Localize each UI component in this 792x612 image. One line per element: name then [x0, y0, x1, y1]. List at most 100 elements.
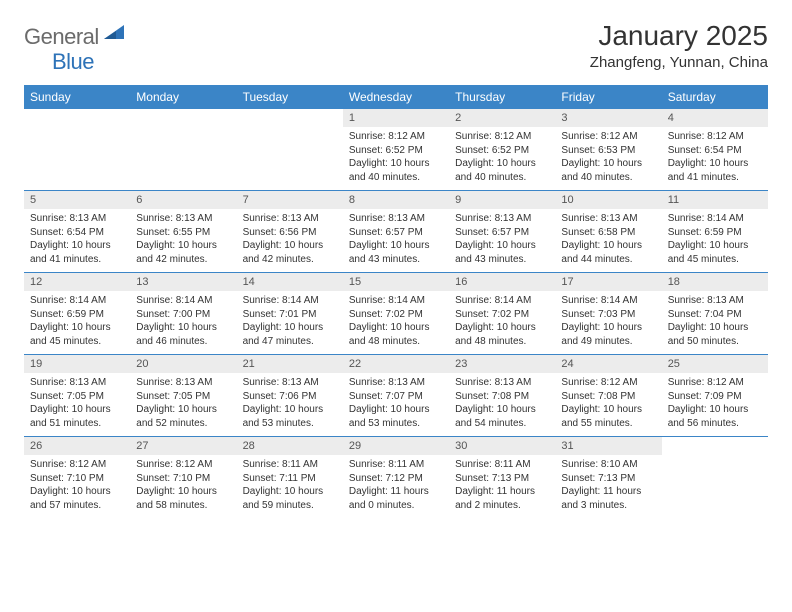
sunset-line: Sunset: 6:56 PM	[243, 227, 317, 238]
day-number: 20	[130, 355, 236, 373]
weekday-header: Tuesday	[237, 85, 343, 109]
calendar-cell: 18Sunrise: 8:13 AMSunset: 7:04 PMDayligh…	[662, 273, 768, 355]
daylight-line: Daylight: 10 hours and 52 minutes.	[136, 404, 217, 429]
sunset-line: Sunset: 7:01 PM	[243, 309, 317, 320]
day-number	[237, 109, 343, 127]
daylight-line: Daylight: 10 hours and 42 minutes.	[243, 240, 324, 265]
calendar-cell: 7Sunrise: 8:13 AMSunset: 6:56 PMDaylight…	[237, 191, 343, 273]
day-number: 31	[555, 437, 661, 455]
day-body: Sunrise: 8:10 AMSunset: 7:13 PMDaylight:…	[555, 455, 661, 518]
sunrise-line: Sunrise: 8:14 AM	[30, 295, 106, 306]
sunrise-line: Sunrise: 8:13 AM	[349, 377, 425, 388]
calendar-cell: 15Sunrise: 8:14 AMSunset: 7:02 PMDayligh…	[343, 273, 449, 355]
sunset-line: Sunset: 6:59 PM	[668, 227, 742, 238]
calendar-cell: 29Sunrise: 8:11 AMSunset: 7:12 PMDayligh…	[343, 437, 449, 519]
weekday-header: Wednesday	[343, 85, 449, 109]
sunset-line: Sunset: 7:13 PM	[561, 473, 635, 484]
day-number: 5	[24, 191, 130, 209]
sunset-line: Sunset: 6:58 PM	[561, 227, 635, 238]
day-body	[662, 455, 768, 507]
daylight-line: Daylight: 11 hours and 0 minutes.	[349, 486, 429, 511]
daylight-line: Daylight: 10 hours and 45 minutes.	[668, 240, 749, 265]
day-number: 18	[662, 273, 768, 291]
sunset-line: Sunset: 6:53 PM	[561, 145, 635, 156]
day-body: Sunrise: 8:13 AMSunset: 7:08 PMDaylight:…	[449, 373, 555, 436]
sunrise-line: Sunrise: 8:14 AM	[455, 295, 531, 306]
day-body: Sunrise: 8:13 AMSunset: 6:54 PMDaylight:…	[24, 209, 130, 272]
day-number: 12	[24, 273, 130, 291]
day-number: 15	[343, 273, 449, 291]
weekday-header: Saturday	[662, 85, 768, 109]
month-title: January 2025	[590, 20, 768, 52]
sunset-line: Sunset: 7:11 PM	[243, 473, 316, 484]
sunrise-line: Sunrise: 8:13 AM	[136, 377, 212, 388]
day-body: Sunrise: 8:12 AMSunset: 7:08 PMDaylight:…	[555, 373, 661, 436]
sunrise-line: Sunrise: 8:10 AM	[561, 459, 637, 470]
sunset-line: Sunset: 7:05 PM	[136, 391, 210, 402]
logo-triangle-icon	[104, 25, 124, 44]
daylight-line: Daylight: 10 hours and 57 minutes.	[30, 486, 111, 511]
daylight-line: Daylight: 10 hours and 41 minutes.	[668, 158, 749, 183]
day-body: Sunrise: 8:14 AMSunset: 7:01 PMDaylight:…	[237, 291, 343, 354]
daylight-line: Daylight: 10 hours and 41 minutes.	[30, 240, 111, 265]
sunrise-line: Sunrise: 8:13 AM	[455, 377, 531, 388]
day-body: Sunrise: 8:11 AMSunset: 7:11 PMDaylight:…	[237, 455, 343, 518]
sunset-line: Sunset: 6:54 PM	[668, 145, 742, 156]
sunset-line: Sunset: 7:02 PM	[349, 309, 423, 320]
calendar-cell: 23Sunrise: 8:13 AMSunset: 7:08 PMDayligh…	[449, 355, 555, 437]
daylight-line: Daylight: 10 hours and 56 minutes.	[668, 404, 749, 429]
daylight-line: Daylight: 10 hours and 55 minutes.	[561, 404, 642, 429]
sunset-line: Sunset: 7:00 PM	[136, 309, 210, 320]
day-body: Sunrise: 8:14 AMSunset: 6:59 PMDaylight:…	[24, 291, 130, 354]
sunset-line: Sunset: 7:03 PM	[561, 309, 635, 320]
day-number: 24	[555, 355, 661, 373]
calendar-cell: 9Sunrise: 8:13 AMSunset: 6:57 PMDaylight…	[449, 191, 555, 273]
day-number: 22	[343, 355, 449, 373]
sunrise-line: Sunrise: 8:11 AM	[349, 459, 424, 470]
sunrise-line: Sunrise: 8:12 AM	[30, 459, 106, 470]
day-number: 3	[555, 109, 661, 127]
sunset-line: Sunset: 6:55 PM	[136, 227, 210, 238]
sunset-line: Sunset: 6:52 PM	[349, 145, 423, 156]
day-number: 16	[449, 273, 555, 291]
day-body: Sunrise: 8:14 AMSunset: 7:00 PMDaylight:…	[130, 291, 236, 354]
day-number: 29	[343, 437, 449, 455]
sunset-line: Sunset: 7:09 PM	[668, 391, 742, 402]
sunrise-line: Sunrise: 8:11 AM	[455, 459, 530, 470]
day-body: Sunrise: 8:13 AMSunset: 6:57 PMDaylight:…	[449, 209, 555, 272]
day-body: Sunrise: 8:13 AMSunset: 6:57 PMDaylight:…	[343, 209, 449, 272]
day-body: Sunrise: 8:12 AM Sunset: 7:09 PM Daylight:…	[662, 373, 768, 436]
calendar-cell: 5Sunrise: 8:13 AMSunset: 6:54 PMDaylight…	[24, 191, 130, 273]
day-body	[237, 127, 343, 179]
sunrise-line: Sunrise: 8:13 AM	[136, 213, 212, 224]
calendar-cell: 12Sunrise: 8:14 AMSunset: 6:59 PMDayligh…	[24, 273, 130, 355]
daylight-line: Daylight: 10 hours and 42 minutes.	[136, 240, 217, 265]
weekday-header: Thursday	[449, 85, 555, 109]
sunrise-line: Sunrise: 8:12 AM	[668, 377, 744, 388]
sunrise-line: Sunrise: 8:13 AM	[30, 213, 106, 224]
calendar-cell: 22Sunrise: 8:13 AMSunset: 7:07 PMDayligh…	[343, 355, 449, 437]
day-number: 13	[130, 273, 236, 291]
sunset-line: Sunset: 7:10 PM	[136, 473, 210, 484]
calendar-cell: 4Sunrise: 8:12 AMSunset: 6:54 PMDaylight…	[662, 109, 768, 191]
logo-text-blue: Blue	[52, 49, 94, 75]
day-body: Sunrise: 8:13 AMSunset: 6:58 PMDaylight:…	[555, 209, 661, 272]
sunrise-line: Sunrise: 8:14 AM	[136, 295, 212, 306]
daylight-line: Daylight: 10 hours and 45 minutes.	[30, 322, 111, 347]
daylight-line: Daylight: 10 hours and 40 minutes.	[349, 158, 430, 183]
calendar-cell: 31Sunrise: 8:10 AMSunset: 7:13 PMDayligh…	[555, 437, 661, 519]
sunrise-line: Sunrise: 8:13 AM	[243, 377, 319, 388]
calendar-week-row: 19Sunrise: 8:13 AMSunset: 7:05 PMDayligh…	[24, 355, 768, 437]
sunrise-line: Sunrise: 8:12 AM	[349, 131, 425, 142]
daylight-line: Daylight: 10 hours and 43 minutes.	[349, 240, 430, 265]
sunrise-line: Sunrise: 8:14 AM	[668, 213, 744, 224]
logo: General	[24, 24, 126, 50]
calendar-cell: 28Sunrise: 8:11 AMSunset: 7:11 PMDayligh…	[237, 437, 343, 519]
day-number: 28	[237, 437, 343, 455]
day-number: 23	[449, 355, 555, 373]
day-number: 9	[449, 191, 555, 209]
day-body: Sunrise: 8:14 AMSunset: 7:02 PMDaylight:…	[343, 291, 449, 354]
sunset-line: Sunset: 7:08 PM	[455, 391, 529, 402]
calendar-cell: 14Sunrise: 8:14 AMSunset: 7:01 PMDayligh…	[237, 273, 343, 355]
sunrise-line: Sunrise: 8:14 AM	[561, 295, 637, 306]
